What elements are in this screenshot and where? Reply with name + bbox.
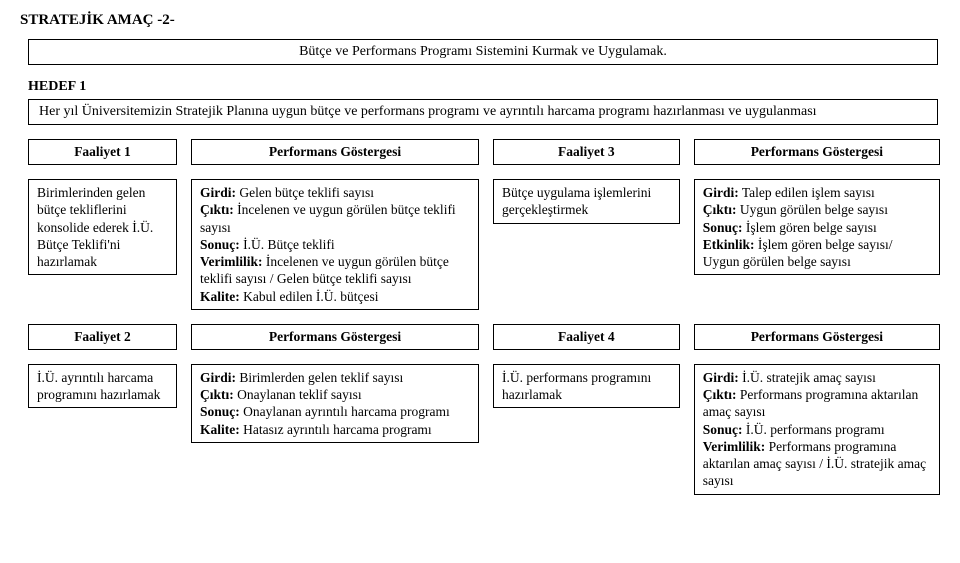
hedef-label: HEDEF 1 bbox=[28, 79, 940, 95]
hdr-a-c2: Performans Göstergesi bbox=[191, 139, 479, 165]
hdr-b-c4: Performans Göstergesi bbox=[694, 324, 940, 350]
cikti-value: İncelenen ve uygun görülen bütçe teklifi… bbox=[200, 202, 456, 234]
header-row-b: Faaliyet 2 Performans Göstergesi Faaliye… bbox=[28, 324, 940, 350]
header-row-a: Faaliyet 1 Performans Göstergesi Faaliye… bbox=[28, 139, 940, 165]
sonuc-value: İşlem gören belge sayısı bbox=[742, 220, 876, 235]
kalite-value: Kabul edilen İ.Ü. bütçesi bbox=[240, 289, 379, 304]
verim-label: Verimlilik: bbox=[200, 254, 263, 269]
hedef-box: Her yıl Üniversitemizin Stratejik Planın… bbox=[28, 99, 938, 125]
row-b-c4: Girdi: İ.Ü. stratejik amaç sayısı Çıktı:… bbox=[694, 364, 940, 495]
cikti-value: Performans programına aktarılan amaç say… bbox=[703, 387, 919, 419]
sonuc-label: Sonuç: bbox=[200, 404, 240, 419]
hdr-a-c3: Faaliyet 3 bbox=[493, 139, 680, 165]
hdr-b-c2: Performans Göstergesi bbox=[191, 324, 479, 350]
girdi-label: Girdi: bbox=[200, 370, 236, 385]
row-b-c2: Girdi: Birimlerden gelen teklif sayısı Ç… bbox=[191, 364, 479, 443]
cikti-label: Çıktı: bbox=[200, 387, 234, 402]
cikti-label: Çıktı: bbox=[703, 202, 737, 217]
sonuc-label: Sonuç: bbox=[703, 220, 743, 235]
girdi-value: İ.Ü. stratejik amaç sayısı bbox=[739, 370, 876, 385]
girdi-value: Gelen bütçe teklifi sayısı bbox=[236, 185, 374, 200]
cikti-value: Uygun görülen belge sayısı bbox=[736, 202, 887, 217]
hdr-a-c4: Performans Göstergesi bbox=[694, 139, 940, 165]
sonuc-value: Onaylanan ayrıntılı harcama programı bbox=[240, 404, 450, 419]
intro-box: Bütçe ve Performans Programı Sistemini K… bbox=[28, 39, 938, 65]
row-a-c2: Girdi: Gelen bütçe teklifi sayısı Çıktı:… bbox=[191, 179, 479, 310]
row-a-c4: Girdi: Talep edilen işlem sayısı Çıktı: … bbox=[694, 179, 940, 275]
hdr-a-c1: Faaliyet 1 bbox=[28, 139, 177, 165]
girdi-label: Girdi: bbox=[703, 185, 739, 200]
body-row-a: Birimlerinden gelen bütçe tekliflerini k… bbox=[28, 179, 940, 310]
row-a-c3: Bütçe uygulama işlemlerini gerçekleştirm… bbox=[493, 179, 680, 224]
sonuc-label: Sonuç: bbox=[200, 237, 240, 252]
cikti-label: Çıktı: bbox=[703, 387, 737, 402]
body-row-b: İ.Ü. ayrıntılı harcama programını hazırl… bbox=[28, 364, 940, 495]
row-a-c1: Birimlerinden gelen bütçe tekliflerini k… bbox=[28, 179, 177, 275]
verim-label: Verimlilik: bbox=[703, 439, 766, 454]
girdi-value: Talep edilen işlem sayısı bbox=[739, 185, 875, 200]
etkin-label: Etkinlik: bbox=[703, 237, 755, 252]
sonuc-value: İ.Ü. performans programı bbox=[742, 422, 884, 437]
page-title: STRATEJİK AMAÇ -2- bbox=[20, 12, 940, 29]
cikti-value: Onaylanan teklif sayısı bbox=[234, 387, 362, 402]
kalite-label: Kalite: bbox=[200, 422, 240, 437]
hdr-b-c1: Faaliyet 2 bbox=[28, 324, 177, 350]
girdi-label: Girdi: bbox=[200, 185, 236, 200]
kalite-value: Hatasız ayrıntılı harcama programı bbox=[240, 422, 432, 437]
sonuc-value: İ.Ü. Bütçe teklifi bbox=[240, 237, 335, 252]
kalite-label: Kalite: bbox=[200, 289, 240, 304]
sonuc-label: Sonuç: bbox=[703, 422, 743, 437]
hdr-b-c3: Faaliyet 4 bbox=[493, 324, 680, 350]
row-b-c3: İ.Ü. performans programını hazırlamak bbox=[493, 364, 680, 409]
row-b-c1: İ.Ü. ayrıntılı harcama programını hazırl… bbox=[28, 364, 177, 409]
girdi-value: Birimlerden gelen teklif sayısı bbox=[236, 370, 403, 385]
cikti-label: Çıktı: bbox=[200, 202, 234, 217]
girdi-label: Girdi: bbox=[703, 370, 739, 385]
